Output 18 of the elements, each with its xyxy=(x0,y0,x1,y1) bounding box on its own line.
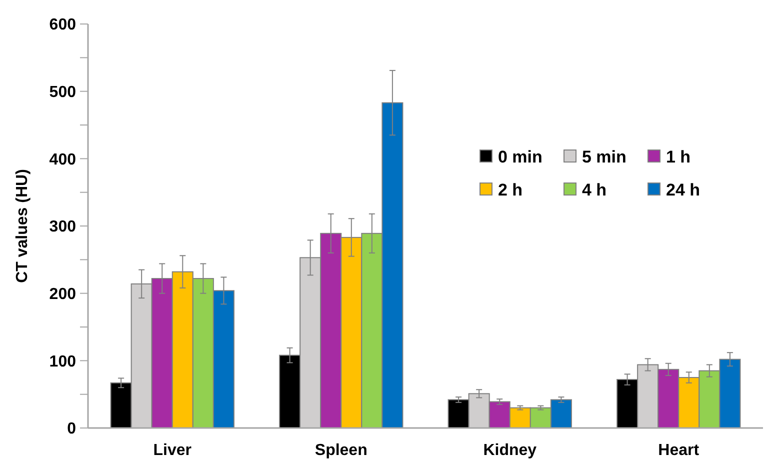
x-tick-label: Spleen xyxy=(314,442,368,459)
y-tick-label: 100 xyxy=(49,353,76,370)
legend-label: 1 h xyxy=(666,147,691,166)
legend-label: 5 min xyxy=(582,147,626,166)
y-tick-label: 500 xyxy=(49,84,76,101)
x-tick-label: Kidney xyxy=(483,442,537,459)
y-tick-label: 0 xyxy=(67,420,76,438)
y-tick-label: 300 xyxy=(49,218,76,236)
x-tick-label: Liver xyxy=(153,442,192,459)
legend-label: 0 min xyxy=(498,147,542,166)
legend-label: 24 h xyxy=(666,180,700,200)
legend-label: 2 h xyxy=(498,180,523,200)
y-tick-label: 400 xyxy=(49,151,76,168)
x-tick-label: Heart xyxy=(658,442,700,459)
legend-label: 4 h xyxy=(582,180,607,200)
y-tick-label: 600 xyxy=(49,16,76,34)
y-tick-label: 200 xyxy=(49,286,76,303)
y-axis-title: CT values (HU) xyxy=(14,169,31,283)
